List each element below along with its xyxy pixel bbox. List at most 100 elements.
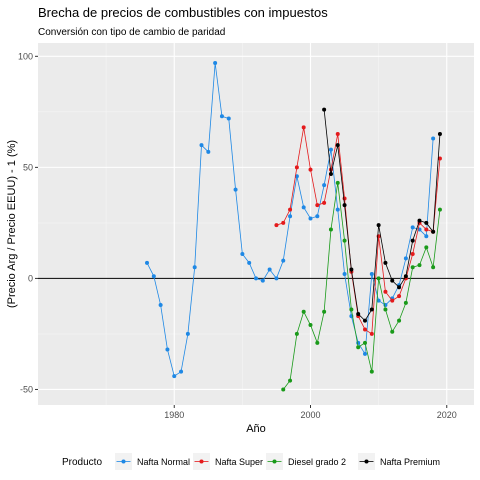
y-tick-label: 50 bbox=[23, 162, 33, 172]
data-point bbox=[390, 278, 395, 283]
data-point bbox=[410, 238, 415, 243]
data-point bbox=[383, 289, 388, 294]
data-point bbox=[376, 298, 381, 303]
data-point bbox=[145, 260, 149, 265]
data-point bbox=[431, 229, 436, 234]
data-point bbox=[335, 143, 340, 148]
legend-title: Producto bbox=[62, 457, 102, 468]
data-point bbox=[383, 307, 388, 312]
data-point bbox=[185, 331, 190, 336]
data-point bbox=[403, 256, 408, 261]
data-point bbox=[356, 311, 361, 316]
y-tick-label: -50 bbox=[20, 384, 33, 394]
legend-key-point bbox=[272, 459, 277, 464]
data-point bbox=[397, 294, 402, 299]
data-point bbox=[342, 238, 347, 243]
data-point bbox=[363, 318, 367, 323]
y-tick-label: 0 bbox=[28, 273, 33, 283]
data-point bbox=[219, 114, 224, 119]
legend-label: Diesel grado 2 bbox=[288, 457, 346, 467]
data-point bbox=[281, 387, 286, 392]
data-point bbox=[356, 345, 361, 350]
data-point bbox=[233, 187, 238, 192]
legend-item-nafta-normal: Nafta Normal bbox=[115, 453, 190, 470]
data-point bbox=[349, 267, 354, 272]
legend-label: Nafta Normal bbox=[137, 457, 190, 467]
data-point bbox=[342, 196, 347, 201]
data-point bbox=[158, 303, 163, 308]
data-point bbox=[376, 223, 381, 228]
data-point bbox=[254, 276, 258, 281]
series-layer bbox=[145, 60, 442, 392]
data-point bbox=[322, 107, 327, 112]
y-tick-label: 100 bbox=[18, 51, 33, 61]
legend-item-nafta-premium: Nafta Premium bbox=[358, 453, 440, 470]
data-point bbox=[240, 251, 245, 256]
data-point bbox=[437, 156, 442, 161]
data-point bbox=[322, 309, 327, 314]
legend-item-diesel-grado-2: Diesel grado 2 bbox=[266, 453, 346, 470]
data-point bbox=[267, 267, 272, 272]
data-point bbox=[369, 369, 374, 374]
data-point bbox=[288, 214, 293, 219]
x-tick-label: 1980 bbox=[164, 410, 184, 420]
data-point bbox=[342, 271, 347, 276]
data-point bbox=[315, 203, 320, 208]
data-point bbox=[301, 125, 306, 130]
data-point bbox=[424, 234, 429, 239]
data-point bbox=[369, 307, 374, 312]
data-point bbox=[301, 309, 306, 314]
legend-key-point bbox=[364, 459, 369, 464]
data-point bbox=[165, 347, 170, 352]
data-point bbox=[403, 274, 408, 279]
x-axis-label: Año bbox=[246, 423, 266, 435]
data-point bbox=[247, 260, 252, 265]
plot-panel bbox=[38, 43, 474, 405]
data-point bbox=[322, 183, 327, 188]
data-point bbox=[424, 220, 429, 225]
data-point bbox=[390, 329, 395, 334]
data-point bbox=[383, 260, 388, 265]
data-point bbox=[437, 132, 442, 137]
data-point bbox=[260, 278, 265, 283]
chart-title: Brecha de precios de combustibles con im… bbox=[38, 5, 328, 20]
y-axis-label: (Precio Arg / Precio EEUU) - 1 (%) bbox=[6, 140, 18, 308]
data-point bbox=[274, 223, 279, 228]
data-point bbox=[410, 251, 415, 256]
data-point bbox=[390, 298, 395, 303]
data-point bbox=[424, 227, 429, 232]
chart-subtitle: Conversión con tipo de cambio de paridad bbox=[38, 27, 225, 38]
legend-key-point bbox=[121, 459, 126, 464]
data-point bbox=[417, 218, 422, 223]
data-point bbox=[315, 214, 320, 219]
data-point bbox=[424, 245, 429, 250]
x-tick-label: 2000 bbox=[300, 410, 320, 420]
data-point bbox=[213, 60, 218, 65]
data-point bbox=[308, 216, 313, 221]
data-point bbox=[417, 263, 422, 268]
data-point bbox=[308, 323, 313, 328]
data-point bbox=[281, 220, 286, 225]
data-point bbox=[363, 340, 367, 345]
data-point bbox=[328, 227, 333, 232]
data-point bbox=[322, 200, 327, 205]
data-point bbox=[199, 143, 204, 148]
data-point bbox=[363, 327, 367, 332]
data-point bbox=[274, 276, 279, 281]
data-point bbox=[315, 340, 320, 345]
series-nafta-premium bbox=[322, 107, 442, 323]
data-point bbox=[403, 300, 408, 305]
data-point bbox=[397, 285, 402, 290]
data-point bbox=[437, 207, 442, 212]
data-point bbox=[288, 378, 293, 383]
legend-key-point bbox=[199, 459, 204, 464]
legend: Producto Nafta Normal Nafta Super Diesel g… bbox=[62, 453, 440, 470]
data-point bbox=[335, 207, 340, 212]
data-point bbox=[335, 180, 340, 185]
data-point bbox=[294, 165, 299, 170]
data-point bbox=[410, 265, 415, 270]
y-axis-ticks: -50 0 50 100 bbox=[18, 51, 38, 394]
data-point bbox=[294, 331, 299, 336]
data-point bbox=[226, 116, 231, 121]
